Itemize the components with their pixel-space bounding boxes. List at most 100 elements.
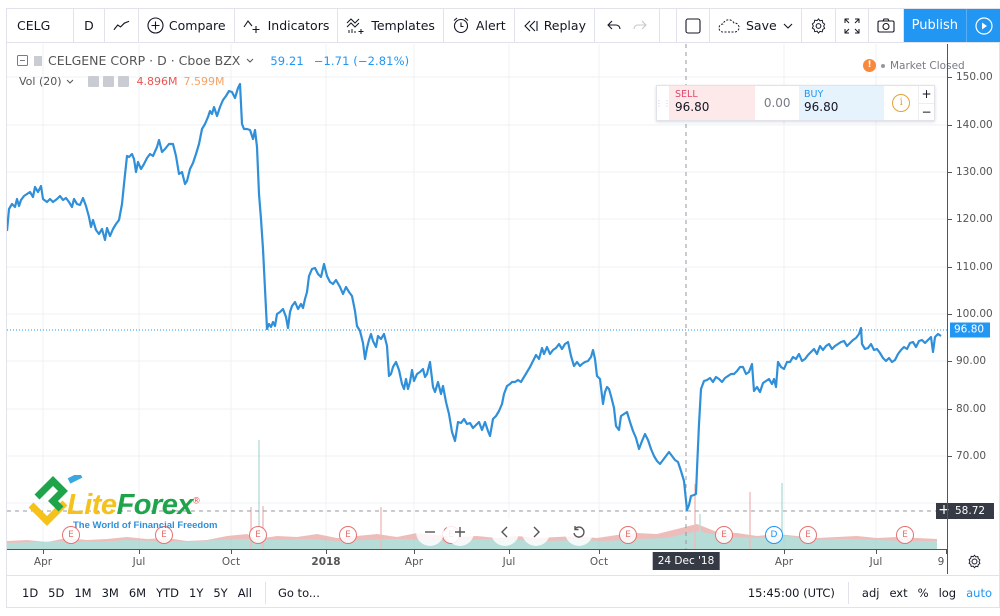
divider (264, 581, 266, 604)
bottom-toolbar: 1D 5D 1M 3M 6M YTD 1Y 5Y All Go to... 15… (7, 575, 1000, 609)
zoom-out-button[interactable] (416, 518, 444, 546)
buy-sell-panel: ⋮⋮ SELL 96.80 0.00 BUY 96.80 i + − (655, 85, 935, 121)
rewind-icon (523, 20, 538, 31)
volume-legend: Vol (20) 4.896M 7.599M (19, 75, 225, 88)
close-icon[interactable] (117, 76, 129, 87)
volume-study-label[interactable]: Vol (20) (19, 75, 62, 88)
reset-icon (573, 526, 585, 538)
symbol-color-swatch (34, 55, 42, 66)
time-label: Apr (774, 556, 794, 568)
price-label: 90.00 (956, 355, 987, 367)
plus-circle-icon (147, 17, 164, 34)
quantity-stepper: + − (918, 86, 934, 120)
templates-icon (347, 18, 364, 34)
range-3m[interactable]: 3M (101, 585, 119, 600)
chevron-down-icon[interactable] (246, 58, 254, 63)
auto-toggle[interactable]: auto (966, 585, 992, 600)
adj-toggle[interactable]: adj (861, 585, 880, 600)
snapshot-button[interactable] (869, 9, 904, 42)
chart-settings-button[interactable] (947, 549, 1000, 574)
time-label: Apr (404, 556, 424, 568)
time-label: Oct (221, 556, 241, 568)
drag-handle-icon[interactable]: ⋮⋮ (655, 86, 671, 120)
ext-toggle[interactable]: ext (889, 585, 908, 600)
sell-button[interactable]: SELL 96.80 (670, 86, 756, 120)
crosshair-plus-icon[interactable]: + (936, 503, 952, 519)
plus-icon (455, 527, 465, 537)
eye-icon[interactable] (87, 76, 99, 87)
price-label: 130.00 (956, 166, 993, 178)
symbol-search-button[interactable]: CELG (7, 9, 74, 42)
compare-button[interactable]: Compare (139, 9, 235, 42)
price-label: 110.00 (956, 261, 993, 273)
range-5d[interactable]: 5D (48, 585, 65, 600)
timezone-button[interactable]: 15:45:00 (UTC) (747, 585, 835, 600)
cloud-icon (718, 19, 740, 33)
indicators-button[interactable]: Indicators (235, 9, 339, 42)
collapse-icon[interactable] (17, 55, 28, 66)
chart-type-button[interactable] (105, 9, 139, 42)
layout-button[interactable] (677, 9, 710, 42)
sell-label: SELL (675, 89, 698, 100)
gear-icon (968, 554, 981, 569)
gear-icon (811, 17, 825, 34)
earnings-marker[interactable]: E (619, 526, 637, 544)
interval-button[interactable]: D (74, 9, 105, 42)
dividend-marker[interactable]: D (765, 526, 783, 544)
replay-button[interactable]: Replay (515, 9, 595, 42)
warning-icon[interactable]: ! (863, 59, 876, 72)
earnings-marker[interactable]: E (715, 526, 733, 544)
percent-toggle[interactable]: % (917, 585, 929, 600)
price-axis[interactable]: 150.00 140.00 130.00 120.00 110.00 100.0… (947, 44, 1000, 549)
chevron-down-icon[interactable] (66, 79, 74, 84)
time-label: Jul (132, 556, 146, 568)
earnings-marker[interactable]: E (896, 526, 914, 544)
earnings-marker[interactable]: E (799, 526, 817, 544)
increase-button[interactable]: + (919, 86, 934, 104)
series-legend: CELGENE CORP · D · Cboe BZX 59.21 −1.71 … (17, 53, 409, 68)
price-label: 120.00 (956, 213, 993, 225)
alert-button[interactable]: Alert (444, 9, 515, 42)
scroll-left-button[interactable] (491, 518, 519, 546)
series-title[interactable]: CELGENE CORP · D · Cboe BZX (48, 53, 241, 68)
gridlines (7, 44, 947, 549)
time-axis[interactable]: Apr Jul Oct 2018 Apr Jul Oct Apr Jul 9 2… (7, 549, 947, 574)
settings-button[interactable] (802, 9, 836, 42)
range-all[interactable]: All (237, 585, 252, 600)
last-price: 59.21 (270, 53, 304, 68)
chevron-left-icon (501, 526, 508, 538)
range-1d[interactable]: 1D (22, 585, 39, 600)
sell-price: 96.80 (675, 100, 710, 114)
decrease-button[interactable]: − (921, 104, 932, 119)
info-button[interactable]: i (884, 86, 918, 120)
undo-icon[interactable] (607, 20, 621, 31)
settings-icon[interactable] (102, 76, 114, 87)
chart-window: CELG D Compare Indicators Templates Aler… (6, 8, 1000, 608)
play-button[interactable] (967, 9, 1000, 42)
earnings-marker[interactable]: E (155, 526, 173, 544)
log-toggle[interactable]: log (938, 585, 957, 600)
earnings-marker[interactable]: E (339, 526, 357, 544)
fullscreen-button[interactable] (836, 9, 869, 42)
range-1m[interactable]: 1M (74, 585, 92, 600)
scroll-right-button[interactable] (522, 518, 550, 546)
volume-value: 4.896M (136, 75, 178, 88)
indicators-icon (243, 19, 260, 33)
templates-button[interactable]: Templates (338, 9, 444, 42)
goto-button[interactable]: Go to... (277, 585, 320, 600)
range-ytd[interactable]: YTD (156, 585, 179, 600)
range-5y[interactable]: 5Y (213, 585, 228, 600)
reset-chart-button[interactable] (565, 518, 593, 546)
publish-button[interactable]: Publish (903, 9, 967, 42)
price-label: 100.00 (956, 308, 993, 320)
range-1y[interactable]: 1Y (189, 585, 204, 600)
play-circle-icon (975, 16, 993, 35)
save-button[interactable]: Save (710, 9, 802, 42)
earnings-marker[interactable]: E (249, 526, 267, 544)
price-change: −1.71 (−2.81%) (313, 53, 410, 68)
buy-button[interactable]: BUY 96.80 (799, 86, 885, 120)
earnings-marker[interactable]: E (62, 526, 80, 544)
zoom-in-button[interactable] (446, 518, 474, 546)
range-6m[interactable]: 6M (128, 585, 147, 600)
redo-icon[interactable] (633, 20, 647, 31)
